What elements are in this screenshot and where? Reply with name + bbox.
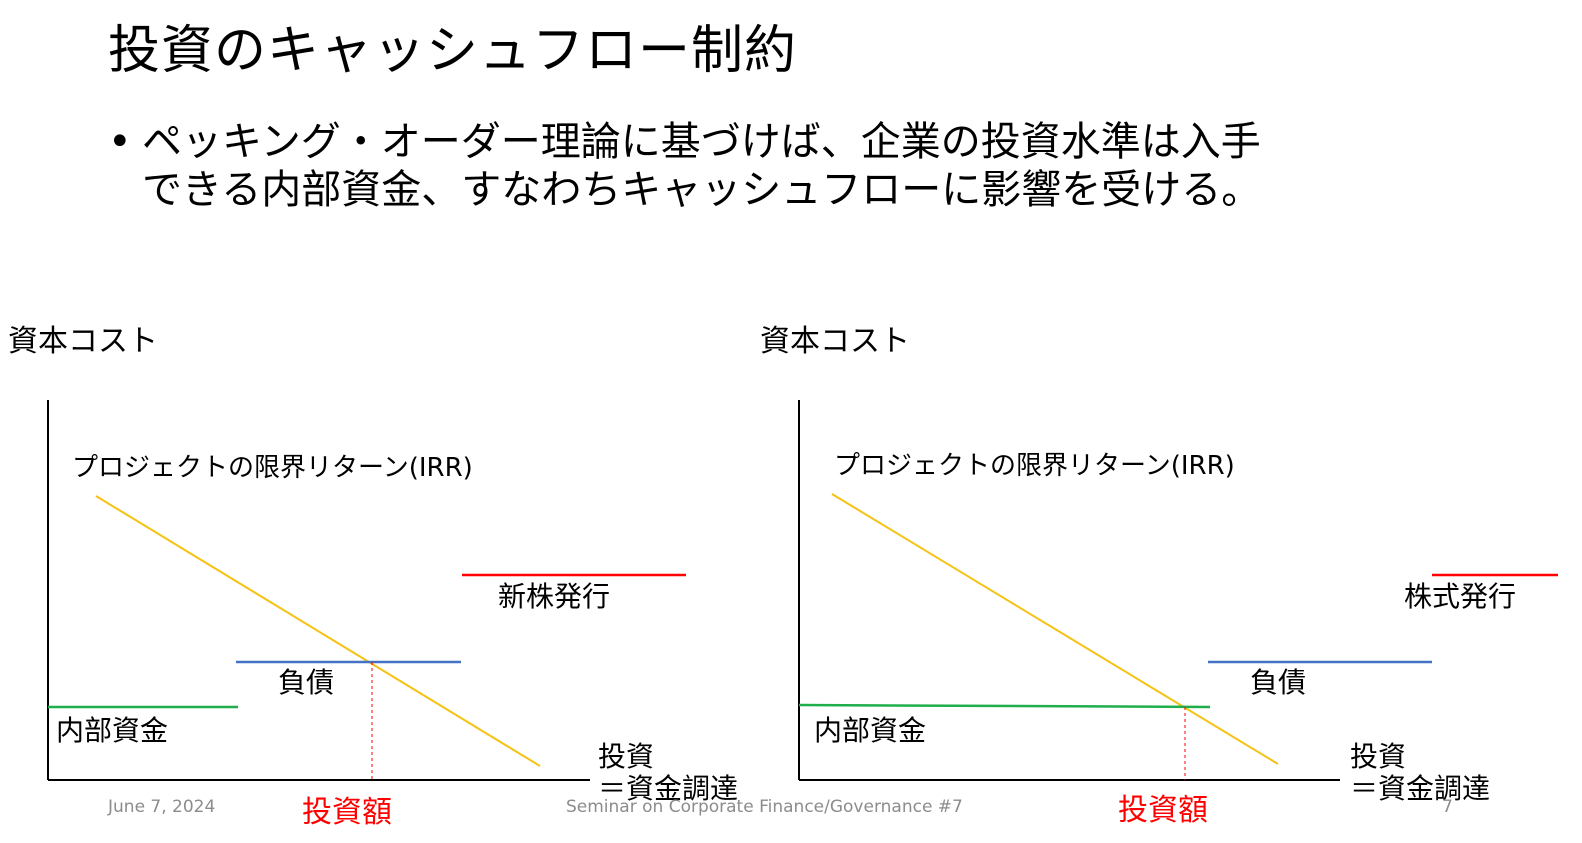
right-y-axis-label: 資本コスト [760,324,910,359]
footer-center-text: Seminar on Corporate Finance/Governance … [566,797,963,817]
bullet-text: • ペッキング・オーダー理論に基づけば、企業の投資水準は入手 できる内部資金、すな… [108,118,1528,214]
right-equity-label: 株式発行 [1404,580,1516,613]
left-equity-label: 新株発行 [498,580,610,613]
right-internal-funds-label: 内部資金 [814,714,926,747]
right-investment-label: 投資額 [1118,793,1208,828]
left-x-axis-label-line1: 投資 [598,740,654,773]
left-irr-line [95,495,541,767]
left-y-axis-label: 資本コスト [8,324,158,359]
bullet-line-2: できる内部資金、すなわちキャッシュフローに影響を受ける。 [142,167,1262,213]
bullet-marker: • [108,119,132,165]
left-irr-label: プロジェクトの限界リターン(IRR) [72,453,473,483]
left-x-axis-label-line2: ＝資金調達 [598,772,738,805]
slide-title: 投資のキャッシュフロー制約 [108,21,798,81]
bullet-line-1: • ペッキング・オーダー理論に基づけば、企業の投資水準は入手 [108,118,1528,166]
bullet-text-line-1: ペッキング・オーダー理論に基づけば、企業の投資水準は入手 [142,119,1261,165]
right-x-axis-label-line1: 投資 [1350,740,1406,773]
left-diagram: 資本コスト プロジェクトの限界リターン(IRR) 新株発行 負債 内部資金 投資… [8,324,738,830]
footer-page-number: 7 [1442,797,1453,817]
right-diagram: 資本コスト プロジェクトの限界リターン(IRR) 株式発行 負債 内部資金 投資… [760,324,1558,828]
right-irr-line [831,493,1279,765]
right-internal-funds-line [798,703,1211,709]
right-x-axis-label-line2: ＝資金調達 [1350,772,1490,805]
left-internal-funds-label: 内部資金 [56,714,168,747]
right-debt-label: 負債 [1250,666,1306,699]
right-irr-label: プロジェクトの限界リターン(IRR) [834,451,1235,481]
left-debt-label: 負債 [278,666,334,699]
left-investment-label: 投資額 [302,795,392,830]
footer-date: June 7, 2024 [108,797,216,817]
